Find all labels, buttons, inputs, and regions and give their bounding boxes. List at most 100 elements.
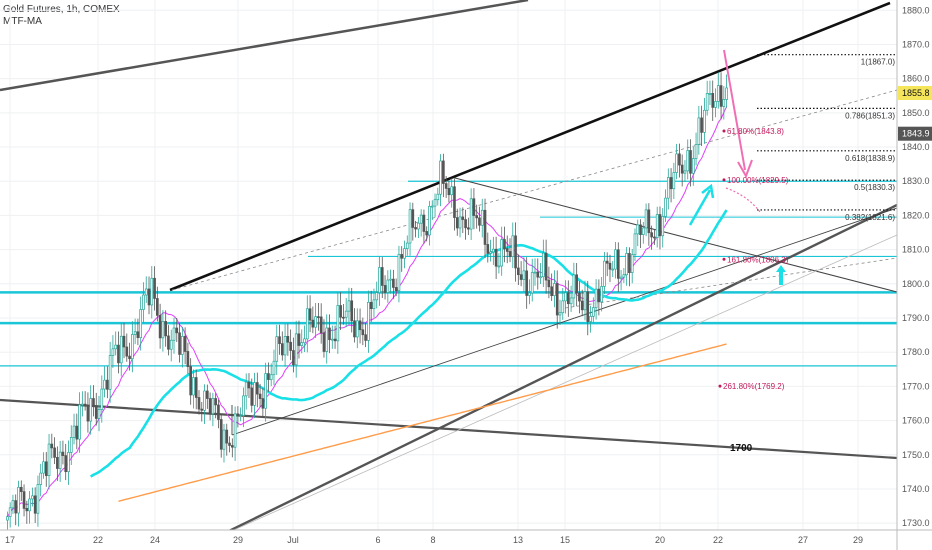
candle-body [583,291,587,311]
candle-body [294,333,298,366]
candle-body [175,327,179,334]
candle-body [361,329,365,336]
candle-body [567,292,570,305]
candle-body [433,199,437,207]
candle-body [622,274,626,278]
candle-body [703,109,706,133]
candle-body [72,425,76,438]
trend-line [454,177,898,293]
y-tick-label: 1780.0 [902,347,930,357]
candle-body [17,486,20,514]
candle-body [11,500,15,509]
fib-level-label: 0.786(1851.3) [845,111,895,120]
candle-body [350,300,354,322]
candle-body [683,170,687,174]
indicator-label: MTF-MA [3,16,42,27]
trend-line-dashed [171,89,898,291]
candle-body [133,331,137,335]
candle-body [25,508,29,512]
candle-body [508,251,512,258]
candle-body [447,188,451,196]
arrow-pink-head [737,159,753,179]
candle-body [94,405,98,419]
candle-body [203,390,206,411]
candle-body [403,248,406,259]
candle-body [478,217,481,226]
candle-body [228,442,231,446]
candle-body [197,397,201,410]
candle-body [686,150,690,172]
candle-body [608,262,612,270]
candle-body [233,413,237,448]
x-tick-label: 6 [375,535,380,545]
x-tick-label: 17 [5,535,15,545]
candle-body [139,309,143,338]
candle-body [422,214,426,232]
candle-body [644,209,648,229]
candle-body [589,315,592,322]
candle-body [469,198,473,230]
candle-body [280,343,284,356]
candle-body [83,403,87,406]
candle-body [36,484,40,514]
candle-body [278,336,281,344]
candle-body [50,443,54,449]
candle-body [425,231,429,236]
extension-marker [718,384,722,388]
candle-body [480,209,484,226]
candle-body [42,461,45,474]
candle-body [378,267,381,293]
candle-body [564,292,567,302]
candle-body [705,93,709,111]
candle-body [505,248,509,252]
candle-body [167,335,170,350]
candle-body [267,373,270,380]
candle-body [633,233,637,256]
candle-body [464,219,467,229]
candle-body [369,301,373,310]
candle-body [44,461,48,476]
candle-body [419,214,423,224]
grid-lines [0,0,897,530]
candle-body [8,507,12,518]
x-tick-label: 22 [713,535,723,545]
x-tick-label: 22 [93,535,103,545]
candle-body [528,292,531,296]
candle-body [114,344,118,350]
candle-body [630,254,634,273]
y-tick-label: 1850.0 [902,108,930,118]
price-tag-bg [898,126,932,141]
candle-body [92,398,95,407]
candle-body [716,85,720,102]
candle-body [411,209,415,228]
candle-body [269,374,273,380]
candle-body [189,366,192,396]
x-tick-label: 13 [513,535,523,545]
y-tick-label: 1740.0 [902,484,930,494]
candle-body [303,338,306,344]
candle-body [394,287,398,292]
candle-body [67,452,70,473]
candle-body [458,216,462,229]
candle-body [553,283,556,297]
candle-body [28,498,31,512]
candle-body [697,117,701,145]
candle-body [253,382,256,406]
candle-body [330,338,334,341]
candle-body [289,341,292,351]
y-tick-label: 1750.0 [902,450,930,460]
candle-body [539,276,542,279]
candle-body [308,308,312,321]
candle-body [547,279,551,288]
candle-body [328,327,331,341]
candle-body [519,274,523,280]
candle-body [358,320,362,331]
ma-fast-line [6,106,728,517]
candle-body [128,355,131,360]
candle-body [444,183,448,189]
candle-body [511,235,515,258]
candle-body [711,93,715,108]
candle-body [194,377,198,398]
